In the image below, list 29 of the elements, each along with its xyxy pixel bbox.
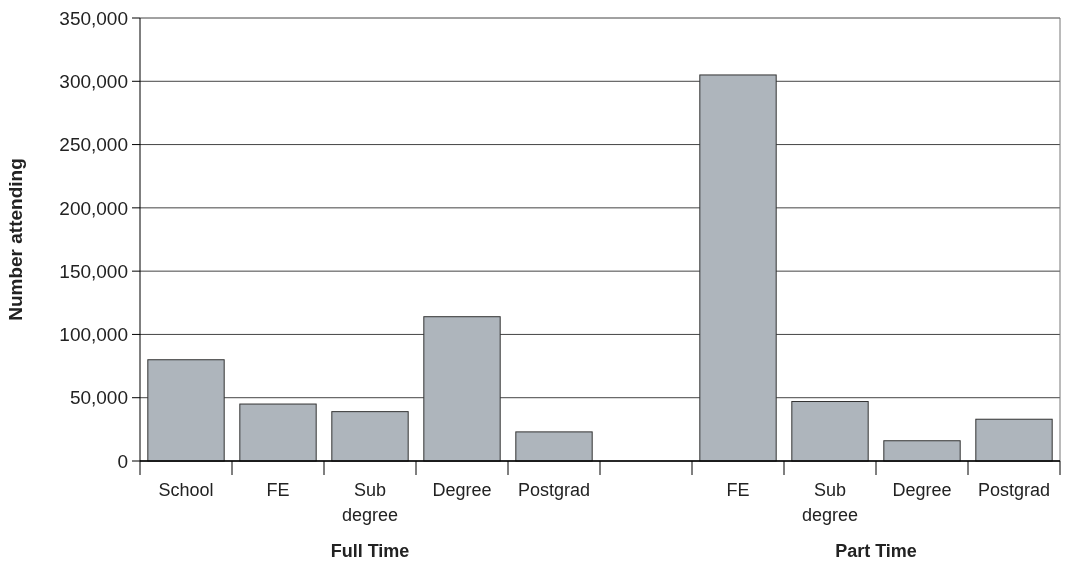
y-tick-label: 100,000 (59, 324, 128, 346)
y-tick-label: 0 (117, 450, 128, 472)
bar (515, 431, 593, 462)
bar (147, 359, 225, 462)
bar (883, 440, 961, 462)
bar (791, 401, 869, 462)
x-tick-label: Postgrad (977, 480, 1051, 500)
x-tick-label: Degree (892, 480, 952, 500)
bar (423, 316, 501, 462)
x-tick-label: Sub degree (341, 480, 399, 525)
bar (331, 411, 409, 462)
y-tick-label: 350,000 (59, 7, 128, 29)
x-tick-label: FE (266, 480, 290, 500)
x-tick-label: Sub degree (801, 480, 859, 525)
bar (699, 74, 777, 462)
bar (239, 403, 317, 462)
text: Part Time (835, 541, 917, 561)
y-tick-label: 300,000 (59, 70, 128, 92)
x-tick-label: School (158, 480, 214, 500)
text: Full Time (330, 541, 410, 561)
y-tick-label: 200,000 (59, 197, 128, 219)
y-axis-title: Number attending (5, 158, 26, 321)
y-tick-label: 150,000 (59, 260, 128, 282)
x-tick-label: Degree (432, 480, 492, 500)
y-tick-label: 50,000 (69, 387, 128, 409)
y-tick-label: 250,000 (59, 134, 128, 156)
x-tick-label: FE (726, 480, 750, 500)
x-tick-label: Postgrad (517, 480, 591, 500)
bar (975, 418, 1053, 462)
